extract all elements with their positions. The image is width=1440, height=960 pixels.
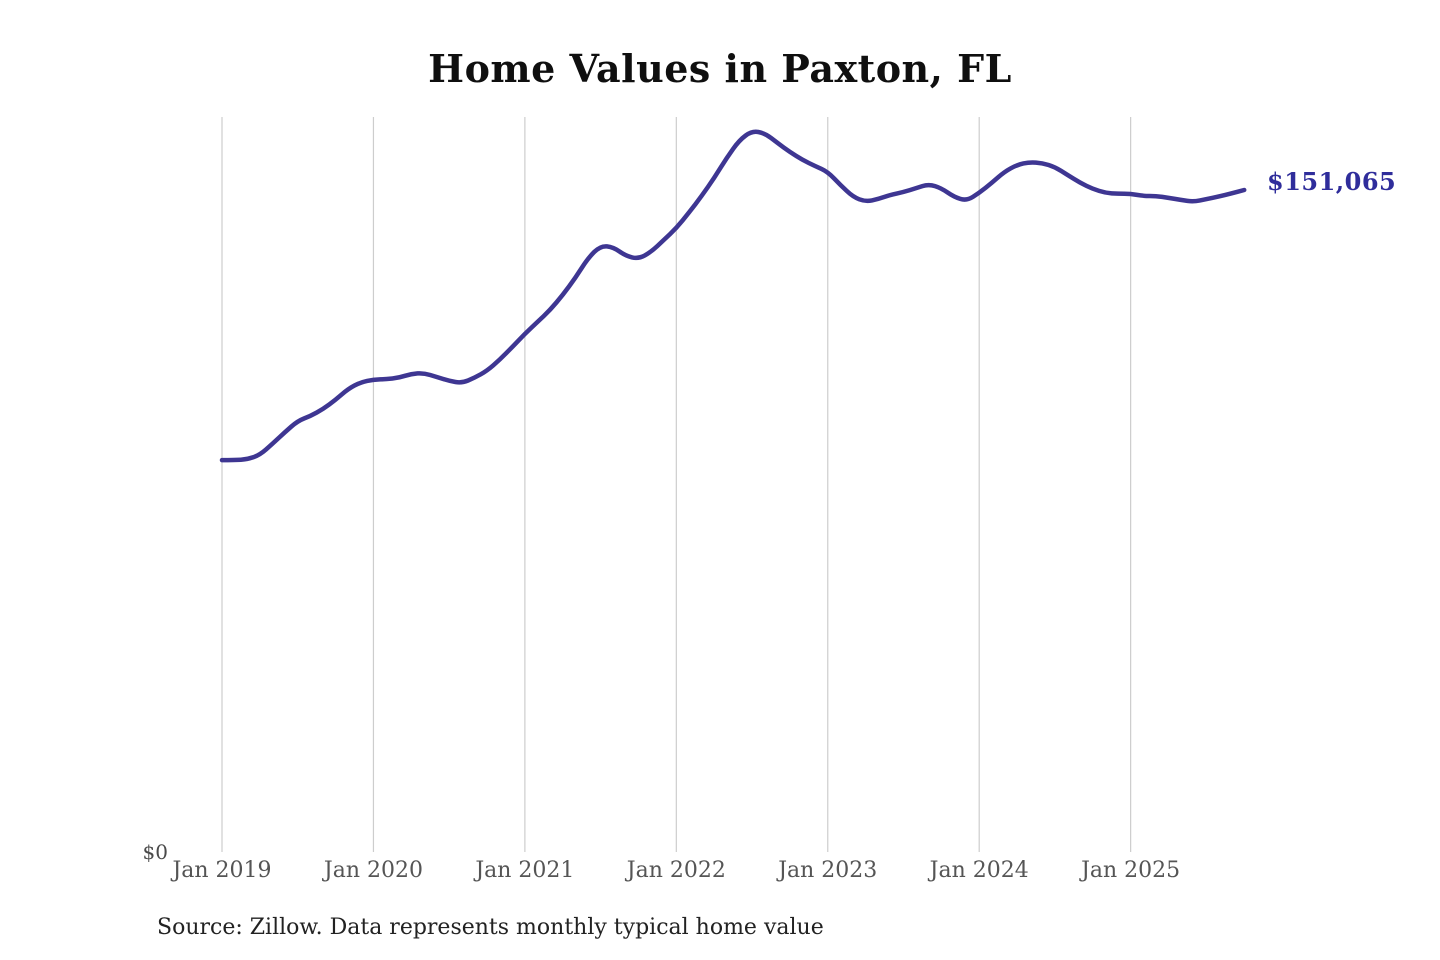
y-axis-zero-label: $0: [142, 840, 168, 864]
x-tick-label-jan-2021: Jan 2021: [475, 858, 575, 883]
current-value-label: $151,065: [1267, 167, 1397, 196]
source-note: Source: Zillow. Data represents monthly …: [157, 915, 824, 940]
chart-title: Home Values in Paxton, FL: [428, 46, 1012, 91]
x-tick-label-jan-2019: Jan 2019: [172, 858, 272, 883]
x-tick-label-jan-2020: Jan 2020: [323, 858, 423, 883]
gridlines: [221, 117, 1132, 852]
value-line: [219, 129, 1247, 463]
x-tick-label-jan-2022: Jan 2022: [626, 858, 726, 883]
x-tick-label-jan-2023: Jan 2023: [778, 858, 878, 883]
x-tick-label-jan-2025: Jan 2025: [1081, 858, 1181, 883]
x-tick-label-jan-2024: Jan 2024: [929, 858, 1029, 883]
